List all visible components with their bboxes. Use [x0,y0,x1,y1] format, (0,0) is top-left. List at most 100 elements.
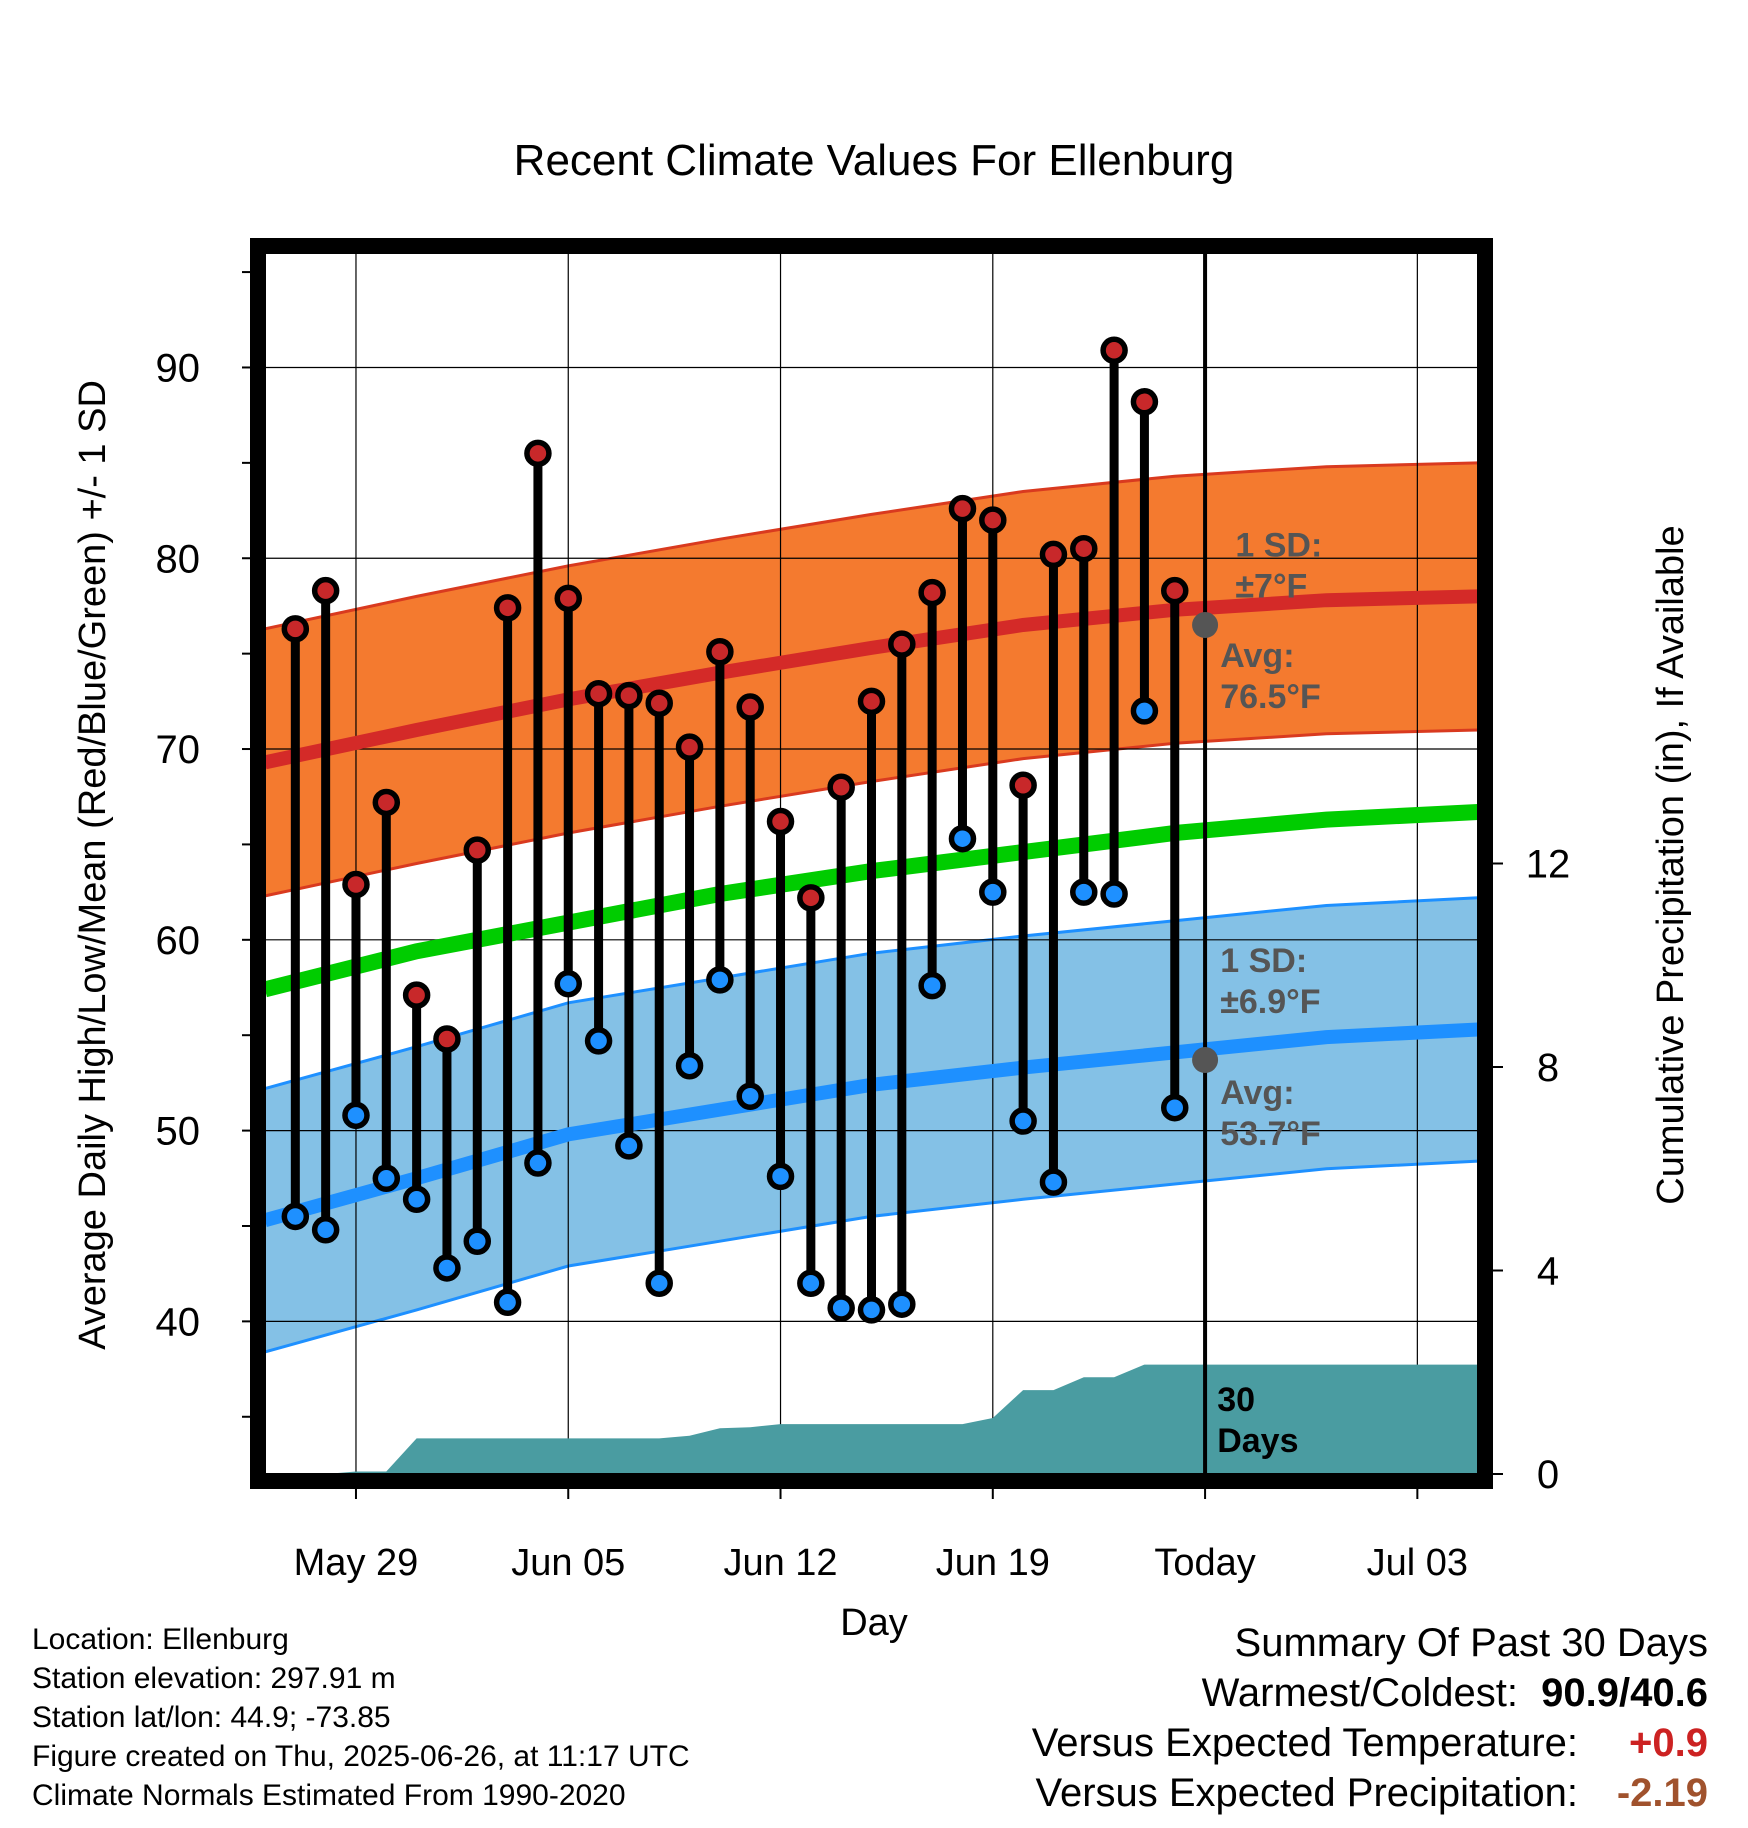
y-tick-label: 60 [156,919,201,963]
summary-temperature: Versus Expected Temperature: +0.9 [1032,1718,1708,1768]
today-high-avg-marker [1192,612,1219,639]
daily-low-point [433,1254,461,1282]
daily-low-point [372,1164,401,1193]
daily-high-point [736,693,764,721]
y2-tick-label: 4 [1537,1250,1559,1294]
daily-high-point [706,637,734,666]
daily-high-point [675,733,704,761]
daily-low-point [493,1288,522,1317]
normals-text: Climate Normals Estimated From 1990-2020 [32,1779,626,1812]
daily-high-point [584,679,613,708]
daily-high-point [857,687,886,716]
created-text: Figure created on Thu, 2025-06-26, at 11… [32,1740,690,1773]
low-sd-annotation: 1 SD: ±6.9°F [1220,942,1320,1021]
y2-tick-label: 0 [1537,1453,1559,1497]
x-tick-label: May 29 [294,1542,419,1584]
daily-low-point [645,1269,673,1297]
daily-high-point [645,689,673,717]
daily-high-point [1070,534,1098,563]
daily-low-point [736,1082,764,1111]
daily-low-point [675,1051,704,1080]
elevation-text: Station elevation: 297.91 m [32,1662,396,1695]
normal-high-line [263,589,1479,770]
daily-high-point [615,681,643,710]
daily-low-point [1100,880,1128,908]
plot-frame [250,238,1493,1489]
y-tick-label: 80 [156,537,201,581]
y-tick-label: 50 [156,1110,201,1154]
daily-low-point [766,1162,795,1191]
daily-low-point [797,1269,825,1297]
temp-value: +0.9 [1629,1721,1708,1765]
station-info: Location: Ellenburg Station elevation: 2… [32,1620,690,1815]
low-avg-annotation: Avg: 53.7°F [1220,1074,1321,1153]
warm-cold-value: 90.9/40.6 [1541,1671,1708,1715]
daily-high-point [554,584,582,613]
daily-low-point [584,1027,613,1055]
daily-low-point [311,1216,340,1244]
daily-high-point [463,836,492,864]
y-tick-label: 90 [156,346,201,390]
precip-label: Versus Expected Precipitation: [1035,1771,1578,1815]
daily-high-point [433,1025,461,1053]
daily-high-point [372,788,401,817]
cumulative-precip-area [265,1364,1478,1474]
chart-title: Recent Climate Values For Ellenburg [514,136,1235,185]
x-tick-label: Jun 12 [723,1542,837,1584]
daily-low-point [1039,1168,1068,1196]
axes: 40 50 60 70 80 90 0 4 8 12 May 29 Jun 05 Jun 12 Jun 1… [156,271,1570,1584]
x-tick-label: Jun 19 [936,1542,1050,1584]
summary-precipitation: Versus Expected Precipitation: -2.19 [1032,1768,1708,1818]
summary-title: Summary Of Past 30 Days [1234,1621,1708,1665]
daily-high-point [524,439,552,468]
daily-low-point [888,1290,916,1318]
daily-high-point [827,773,855,801]
daily-low-point [1161,1093,1189,1122]
daily-high-point [311,576,340,605]
y2-axis-label: Cumulative Precipitation (in), If Availa… [1650,525,1692,1204]
annotations: 1 SD: ±7°F Avg: 76.5°F 1 SD: ±6.9°F Avg: 53.7°F… [1192,526,1322,1460]
y-tick-label: 40 [156,1300,201,1344]
daily-low-point [1009,1107,1037,1135]
daily-high-point [402,981,431,1009]
latlon-text: Station lat/lon: 44.9; -73.85 [32,1701,391,1734]
today-low-avg-marker [1192,1047,1219,1074]
daily-low-point [615,1132,643,1160]
precip-days-annotation: 30 Days [1217,1381,1298,1460]
daily-low-point [857,1296,886,1324]
daily-high-point [342,870,370,899]
warm-cold-label: Warmest/Coldest: [1201,1671,1518,1715]
y-tick-label: 70 [156,728,201,772]
daily-low-point [1070,878,1098,906]
daily-low-point [281,1202,310,1231]
daily-high-point [281,615,310,643]
daily-low-point [827,1294,855,1322]
daily-low-point [706,966,734,994]
y-axis-label: Average Daily High/Low/Mean (Red/Blue/Gr… [72,380,114,1350]
daily-high-point [1161,576,1189,605]
daily-low-point [948,824,977,853]
high-avg-annotation: Avg: 76.5°F [1220,637,1321,716]
x-axis-label: Day [840,1602,908,1644]
daily-observations [281,336,1189,1324]
daily-low-point [918,971,946,1000]
daily-low-point [979,878,1007,906]
daily-high-point [948,494,977,523]
daily-high-point [918,578,946,607]
x-tick-label: Jun 05 [511,1542,625,1584]
daily-low-point [342,1101,370,1130]
daily-low-point [463,1227,492,1255]
high-sd-upper-edge [264,461,1479,631]
x-tick-label: Jul 03 [1367,1542,1468,1584]
daily-high-point [1039,540,1068,569]
daily-high-point [797,884,825,912]
x-tick-label: Today [1154,1542,1255,1584]
daily-high-point [493,594,522,622]
temp-label: Versus Expected Temperature: [1031,1721,1578,1765]
precip-value: -2.19 [1616,1771,1708,1815]
daily-low-point [402,1185,431,1214]
daily-low-point [1130,697,1159,725]
precipitation-area [265,1364,1478,1474]
daily-high-point [888,630,916,658]
